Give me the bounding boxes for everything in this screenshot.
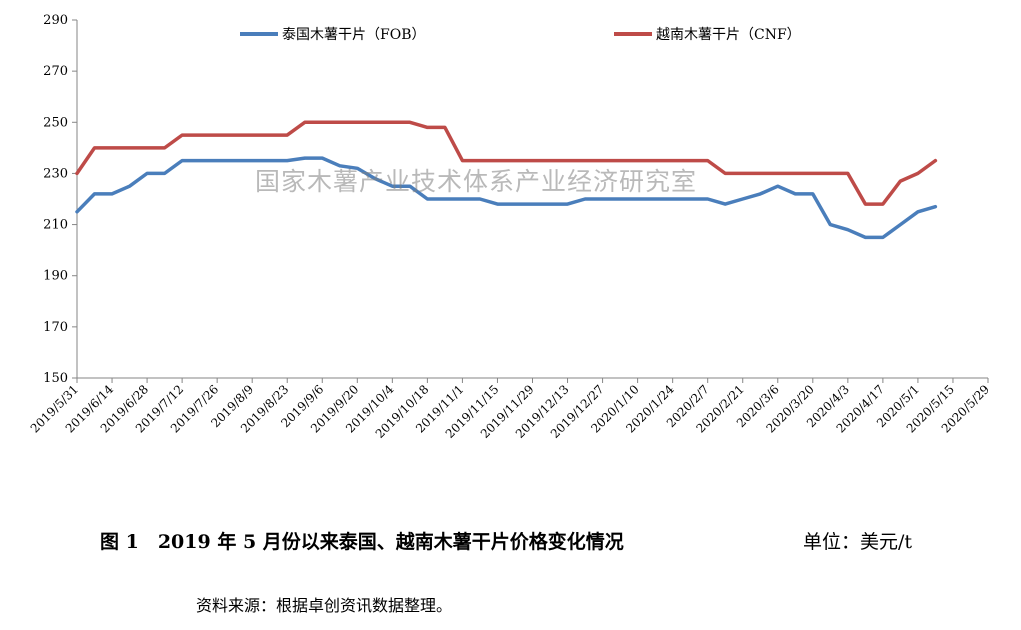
y-tick-label: 290 [43, 13, 68, 28]
y-tick-label: 150 [43, 371, 68, 386]
series-line-vietnam-cnf [75, 120, 938, 206]
source-note: 资料来源：根据卓创资讯数据整理。 [196, 596, 453, 615]
legend-label-vietnam: 越南木薯干片（CNF） [656, 27, 801, 43]
x-axis: 2019/5/312019/6/142019/6/282019/7/122019… [28, 377, 992, 441]
y-tick-label: 170 [43, 320, 68, 335]
line-chart: 150 170 190 210 230 250 270 290 2019/5/312019/6… [28, 13, 992, 441]
y-axis: 150 170 190 210 230 250 270 290 [43, 13, 78, 386]
watermark-text: 国家木薯产业技术体系产业经济研究室 [255, 167, 697, 196]
y-tick-label: 270 [43, 64, 68, 79]
y-tick-label: 190 [43, 269, 68, 284]
y-tick-label: 250 [43, 115, 68, 130]
y-tick-label: 210 [43, 218, 68, 233]
legend-label-thailand: 泰国木薯干片（FOB） [282, 27, 425, 43]
series-line-thailand-fob [75, 156, 938, 240]
y-tick-label: 230 [43, 166, 68, 181]
legend: 泰国木薯干片（FOB） 越南木薯干片（CNF） [240, 27, 801, 43]
series-layer [75, 120, 938, 240]
figure-caption: 图 1 2019 年 5 月份以来泰国、越南木薯干片价格变化情况 [100, 531, 624, 553]
unit-label: 单位：美元/t [803, 531, 913, 553]
